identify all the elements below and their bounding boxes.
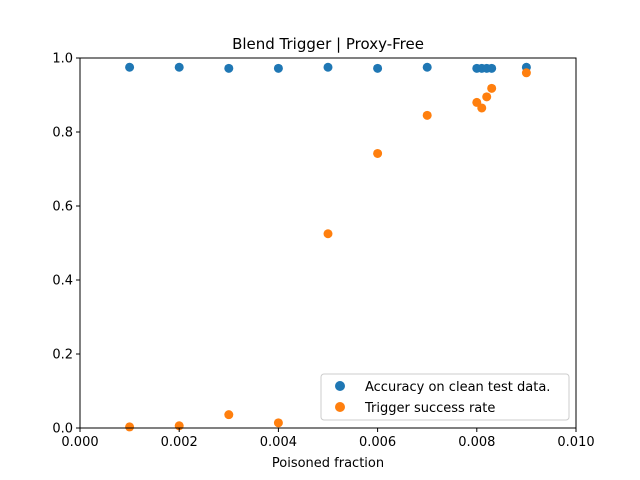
- accuracy-point: [373, 63, 383, 73]
- trigger-success-point: [125, 422, 135, 432]
- trigger-success-point: [373, 148, 383, 158]
- x-tick-label: 0.008: [458, 435, 495, 450]
- trigger-success-point: [477, 103, 487, 113]
- chart-title: Blend Trigger | Proxy-Free: [232, 35, 424, 53]
- legend-label-trigger: Trigger success rate: [364, 401, 495, 416]
- axis-ticks: 0.000 0.002 0.004 0.006 0.008 0.010 0.0 0.2 0.4 0…: [52, 52, 594, 451]
- accuracy-point: [487, 63, 497, 73]
- legend-box: [320, 373, 570, 421]
- y-tick-label: 0.0: [52, 422, 73, 437]
- x-tick-label: 0.010: [557, 435, 594, 450]
- y-tick-label: 0.2: [52, 348, 73, 363]
- y-tick-label: 1.0: [52, 52, 73, 67]
- trigger-success-point: [482, 92, 492, 102]
- y-tick-label: 0.6: [52, 200, 73, 215]
- legend-marker-trigger: [335, 402, 345, 412]
- accuracy-point: [323, 62, 333, 72]
- trigger-success-point: [224, 410, 234, 420]
- y-tick-label: 0.4: [52, 274, 73, 289]
- trigger-success-point: [273, 418, 283, 428]
- accuracy-point: [224, 63, 234, 73]
- accuracy-point: [125, 62, 135, 72]
- x-axis-label: Poisoned fraction: [272, 456, 384, 471]
- legend-marker-accuracy: [335, 381, 345, 391]
- x-tick-label: 0.002: [161, 435, 198, 450]
- x-tick-label: 0.006: [359, 435, 396, 450]
- accuracy-point: [174, 62, 184, 72]
- accuracy-point: [273, 63, 283, 73]
- x-tick-label: 0.004: [260, 435, 297, 450]
- trigger-success-point: [422, 110, 432, 120]
- x-tick-label: 0.000: [61, 435, 98, 450]
- legend: Accuracy on clean test data. Trigger suc…: [320, 373, 570, 421]
- trigger-success-point: [521, 68, 531, 78]
- plot-frame: [79, 57, 577, 429]
- trigger-success-point: [323, 229, 333, 239]
- accuracy-point: [422, 62, 432, 72]
- y-tick-label: 0.8: [52, 126, 73, 141]
- trigger-success-point: [487, 83, 497, 93]
- legend-label-accuracy: Accuracy on clean test data.: [365, 380, 550, 395]
